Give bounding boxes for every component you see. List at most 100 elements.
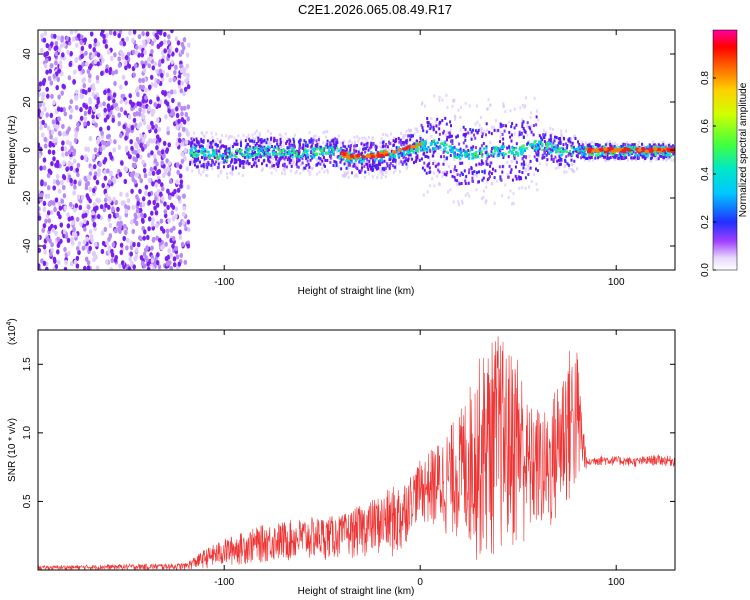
- noise-dot: [84, 146, 88, 152]
- noise-dot: [73, 69, 77, 75]
- noise-dot: [83, 116, 88, 122]
- spectral-halo: [385, 160, 388, 164]
- snr-frame: [37, 329, 676, 571]
- spectral-peak: [349, 154, 354, 158]
- noise-dot: [80, 45, 85, 52]
- spectral-halo: [254, 138, 257, 141]
- spectral-band: [368, 159, 371, 163]
- spectral-band: [329, 156, 332, 160]
- noise-dot: [103, 117, 108, 123]
- spectral-core: [415, 142, 418, 145]
- snr-y-tick-label: 1.5: [22, 357, 33, 371]
- spectral-band: [529, 127, 532, 131]
- noise-dot: [134, 50, 139, 56]
- spectral-core: [359, 160, 362, 164]
- spectral-halo: [198, 158, 201, 162]
- spectral-band: [279, 142, 282, 146]
- noise-dot: [126, 51, 131, 57]
- noise-dot: [177, 261, 182, 267]
- noise-dot: [166, 254, 171, 260]
- noise-dot: [150, 150, 154, 156]
- noise-dot: [134, 172, 139, 178]
- noise-dot: [48, 68, 53, 74]
- spectral-band: [449, 170, 452, 174]
- spectral-halo: [198, 171, 200, 175]
- noise-dot: [118, 263, 122, 269]
- noise-dot: [180, 151, 184, 157]
- spectral-band: [401, 162, 404, 166]
- noise-dot: [144, 87, 148, 93]
- spectral-band: [422, 152, 425, 156]
- spectral-core: [223, 159, 226, 162]
- spectral-band: [492, 154, 495, 158]
- noise-dot: [104, 43, 109, 49]
- noise-dot: [176, 40, 181, 46]
- snr-multiplier-exp: 4: [6, 322, 13, 326]
- spectral-band: [298, 158, 301, 162]
- spectral-band: [298, 141, 301, 145]
- spectral-halo: [237, 172, 240, 175]
- spectral-band: [652, 143, 655, 147]
- noise-dot: [106, 88, 111, 94]
- spectral-band: [395, 146, 398, 149]
- spectral-core: [511, 146, 514, 149]
- spectral-halo: [278, 133, 281, 136]
- spectral-core: [515, 151, 518, 154]
- spectral-band: [336, 141, 339, 145]
- spectral-halo: [237, 134, 240, 138]
- spectral-band: [210, 163, 213, 167]
- spectral-band: [299, 146, 302, 150]
- spectral-core: [421, 140, 424, 144]
- spectral-band: [471, 176, 474, 180]
- spectral-band: [557, 146, 560, 150]
- spectral-halo: [605, 156, 608, 160]
- spectral-core: [480, 150, 483, 153]
- spectral-band: [305, 163, 308, 167]
- spectral-band: [624, 143, 627, 147]
- spectral-halo: [538, 162, 541, 165]
- spectral-band: [536, 153, 539, 157]
- spectral-core: [480, 152, 483, 155]
- spectral-band: [501, 153, 504, 157]
- spectral-band: [375, 165, 378, 168]
- spectral-core: [416, 145, 419, 148]
- spectral-halo: [502, 104, 505, 108]
- spectral-core: [292, 150, 295, 154]
- noise-dot: [140, 217, 145, 223]
- noise-dot: [76, 122, 80, 128]
- noise-dot: [136, 148, 141, 154]
- spectral-band: [503, 129, 506, 133]
- spectral-core: [450, 150, 453, 153]
- spectral-core: [233, 154, 236, 157]
- spectral-peak: [647, 147, 652, 151]
- noise-dot: [54, 264, 59, 270]
- noise-dot: [75, 263, 80, 269]
- spectral-halo: [398, 162, 401, 166]
- noise-dot: [72, 151, 76, 157]
- spectral-halo: [512, 192, 515, 196]
- spectral-halo: [614, 141, 617, 145]
- noise-dot: [38, 235, 41, 241]
- spectral-halo: [568, 166, 571, 170]
- spectral-halo: [219, 171, 222, 175]
- spectral-halo: [247, 133, 250, 137]
- spectral-band: [292, 137, 295, 141]
- spectral-core: [579, 146, 582, 149]
- spectral-band: [528, 125, 531, 129]
- noise-dot: [93, 38, 98, 44]
- spectral-band: [252, 158, 255, 161]
- spectral-band: [491, 147, 494, 150]
- noise-dot: [138, 235, 142, 241]
- noise-dot: [156, 117, 160, 123]
- noise-dot: [94, 122, 98, 128]
- spectral-core: [646, 154, 649, 157]
- spectral-core: [212, 153, 215, 157]
- spectral-halo: [214, 141, 217, 145]
- noise-dot: [139, 178, 143, 184]
- spectral-band: [211, 159, 214, 162]
- spectral-halo: [322, 141, 325, 145]
- spectral-halo: [447, 190, 450, 194]
- spectral-band: [473, 133, 475, 137]
- spectral-band: [263, 158, 266, 162]
